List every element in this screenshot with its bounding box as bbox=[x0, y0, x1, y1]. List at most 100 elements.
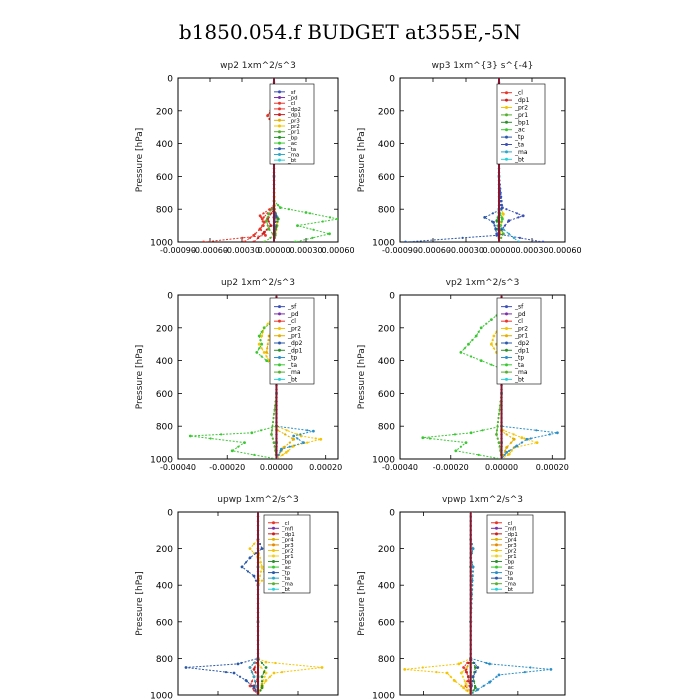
series-point bbox=[515, 212, 519, 215]
series-point bbox=[493, 224, 496, 227]
legend-marker bbox=[505, 326, 508, 330]
series-point bbox=[497, 441, 501, 444]
legend-marker bbox=[272, 587, 275, 591]
series-point bbox=[254, 684, 258, 688]
series-point bbox=[260, 217, 264, 221]
legend-marker bbox=[278, 305, 281, 309]
series-point bbox=[312, 228, 315, 231]
series-point bbox=[260, 429, 263, 432]
y-tick-label: 1000 bbox=[150, 692, 173, 700]
legend-marker bbox=[278, 370, 281, 374]
series-point bbox=[270, 212, 273, 215]
series-point bbox=[463, 680, 466, 683]
series-point bbox=[520, 441, 523, 444]
series-point bbox=[497, 412, 501, 415]
series-point bbox=[312, 429, 315, 433]
series-point bbox=[291, 445, 294, 448]
legend-label: _sf bbox=[287, 304, 297, 311]
series-point bbox=[495, 232, 498, 235]
legend-label: _pr4 bbox=[504, 537, 517, 543]
series-point bbox=[471, 339, 474, 342]
series-point bbox=[265, 351, 268, 354]
legend-marker bbox=[278, 118, 281, 122]
chart-panel: upwp 1xm^2/s^3 0 200 400 600 800 1000 Pressure … bbox=[135, 495, 355, 700]
series-point bbox=[266, 216, 269, 219]
chart-title: up2 1xm^2/s^3 bbox=[221, 278, 295, 288]
series-point bbox=[503, 224, 506, 227]
y-tick-label: 800 bbox=[156, 206, 173, 216]
series-point bbox=[272, 671, 276, 675]
legend-marker bbox=[272, 521, 275, 525]
series-point bbox=[512, 236, 516, 239]
plot-frame bbox=[177, 294, 339, 460]
legend-label: _ta bbox=[514, 142, 524, 149]
series-point bbox=[253, 453, 256, 456]
series-point bbox=[496, 425, 499, 428]
series-point bbox=[474, 671, 477, 674]
legend-marker bbox=[272, 543, 275, 547]
legend-marker bbox=[278, 326, 281, 330]
legend-label: _ac bbox=[514, 127, 525, 134]
series-point bbox=[472, 675, 475, 678]
y-tick-label: 400 bbox=[156, 357, 173, 367]
series-point bbox=[502, 232, 505, 235]
chart-title: wp2 1xm^2/s^3 bbox=[220, 61, 296, 71]
series-point bbox=[521, 214, 525, 218]
series-point bbox=[280, 671, 284, 674]
series-point bbox=[464, 441, 468, 444]
series-point bbox=[272, 441, 276, 444]
series-point bbox=[485, 661, 488, 665]
series-point bbox=[506, 445, 509, 448]
series-point bbox=[291, 437, 294, 440]
legend-label: _pr2 bbox=[287, 124, 300, 130]
series-point bbox=[255, 351, 258, 354]
legend-label: _cl bbox=[504, 521, 512, 527]
legend-marker bbox=[505, 120, 508, 124]
legend-label: _ma bbox=[504, 582, 516, 588]
series-point bbox=[495, 220, 498, 223]
series-point bbox=[498, 408, 501, 411]
legend-marker bbox=[505, 319, 508, 323]
series-point bbox=[260, 686, 264, 690]
legend-label: _dp1 bbox=[514, 347, 530, 354]
legend-label: _pr2 bbox=[514, 325, 528, 332]
series-point bbox=[287, 449, 290, 452]
series-point bbox=[517, 240, 520, 242]
legend-marker bbox=[505, 157, 508, 161]
y-tick-label: 200 bbox=[156, 107, 173, 117]
legend-label: _pr1 bbox=[514, 333, 528, 340]
legend-marker bbox=[495, 571, 498, 575]
series-point bbox=[512, 433, 515, 436]
series-point bbox=[263, 240, 266, 242]
y-tick-label: 200 bbox=[156, 324, 173, 334]
legend-marker bbox=[495, 560, 498, 564]
legend-marker bbox=[495, 521, 498, 525]
legend-label: _ac bbox=[281, 565, 291, 571]
legend-label: _pr2 bbox=[287, 325, 301, 332]
legend-marker bbox=[505, 377, 508, 381]
legend-marker bbox=[272, 537, 275, 541]
y-tick-label: 200 bbox=[378, 324, 395, 334]
series-point bbox=[495, 429, 499, 432]
series-point bbox=[467, 675, 470, 678]
series-point bbox=[465, 671, 468, 674]
legend-label: _dp1 bbox=[281, 532, 295, 538]
series-point bbox=[262, 212, 265, 215]
legend-marker bbox=[278, 135, 281, 139]
legend-marker bbox=[272, 576, 275, 580]
series-point bbox=[490, 220, 494, 223]
series-point bbox=[336, 217, 338, 221]
series-point bbox=[463, 347, 466, 350]
series-point bbox=[268, 212, 271, 215]
series-point bbox=[529, 666, 532, 669]
series-point bbox=[496, 437, 499, 440]
legend-label: _ac bbox=[504, 565, 514, 571]
series-point bbox=[491, 339, 494, 342]
legend-label: _bt bbox=[514, 156, 525, 163]
series-point bbox=[500, 195, 503, 198]
series-point bbox=[262, 224, 265, 227]
legend-marker bbox=[272, 548, 275, 552]
series-point bbox=[466, 680, 469, 683]
y-tick-label: 1000 bbox=[150, 456, 173, 466]
series-point bbox=[294, 240, 297, 242]
